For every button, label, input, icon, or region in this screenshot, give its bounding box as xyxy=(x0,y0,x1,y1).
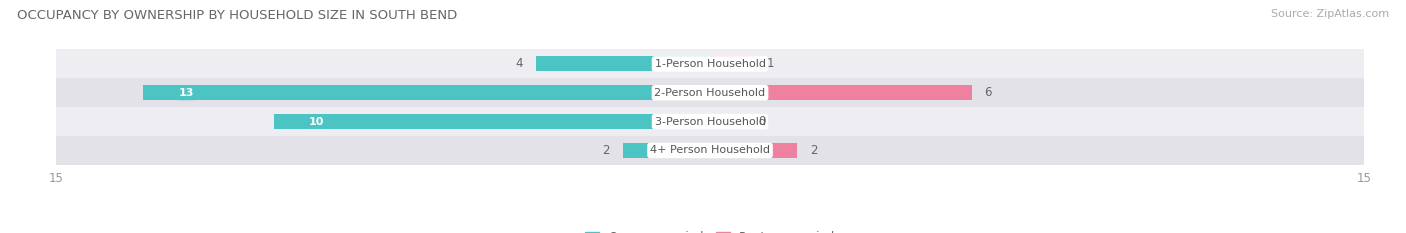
Text: Source: ZipAtlas.com: Source: ZipAtlas.com xyxy=(1271,9,1389,19)
Bar xyxy=(274,114,710,129)
Text: 2-Person Household: 2-Person Household xyxy=(654,88,766,98)
Bar xyxy=(56,49,1364,78)
Bar xyxy=(56,136,1364,165)
Text: 6: 6 xyxy=(984,86,993,99)
Bar xyxy=(536,56,710,71)
Text: 10: 10 xyxy=(309,116,325,127)
Text: 2: 2 xyxy=(602,144,610,157)
Text: OCCUPANCY BY OWNERSHIP BY HOUSEHOLD SIZE IN SOUTH BEND: OCCUPANCY BY OWNERSHIP BY HOUSEHOLD SIZE… xyxy=(17,9,457,22)
Text: 2: 2 xyxy=(810,144,818,157)
Text: 13: 13 xyxy=(179,88,194,98)
Bar xyxy=(56,107,1364,136)
Text: 1-Person Household: 1-Person Household xyxy=(655,59,765,69)
Bar xyxy=(710,56,754,71)
Bar xyxy=(710,143,797,158)
Text: 0: 0 xyxy=(758,115,765,128)
Legend: Owner-occupied, Renter-occupied: Owner-occupied, Renter-occupied xyxy=(579,227,841,233)
Bar xyxy=(710,114,745,129)
Text: 4+ Person Household: 4+ Person Household xyxy=(650,145,770,155)
Text: 3-Person Household: 3-Person Household xyxy=(655,116,765,127)
Bar xyxy=(710,85,972,100)
Bar xyxy=(56,78,1364,107)
Text: 1: 1 xyxy=(766,57,775,70)
Bar xyxy=(623,143,710,158)
Text: 4: 4 xyxy=(515,57,523,70)
Bar xyxy=(143,85,710,100)
